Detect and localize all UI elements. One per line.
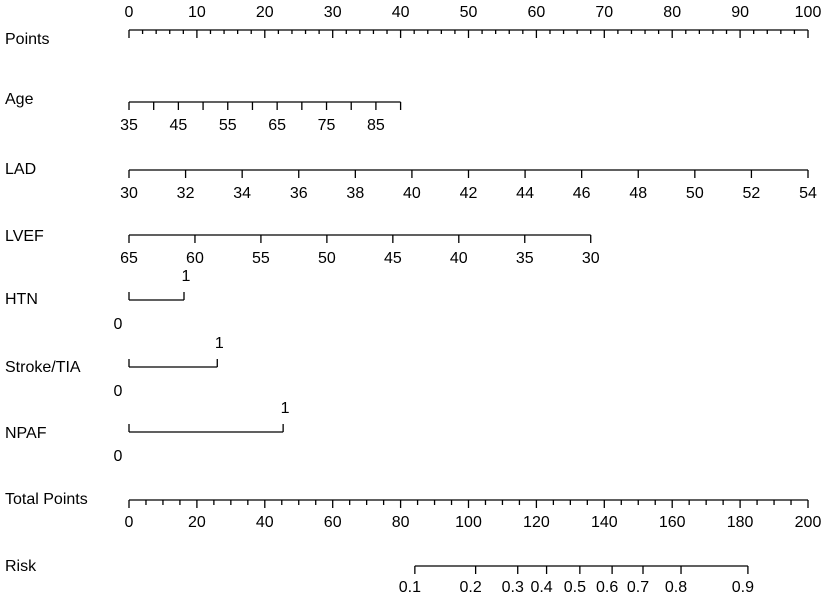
tick-label: 0.1	[399, 579, 421, 596]
tick-label: 0.5	[564, 579, 586, 596]
tick-label: 0	[125, 514, 134, 531]
tick-label: 50	[318, 250, 336, 267]
tick-label: 50	[686, 185, 704, 202]
tick-label: 1	[215, 335, 224, 352]
tick-label: 0	[114, 448, 123, 465]
tick-label: 32	[177, 185, 195, 202]
tick-label: 10	[188, 4, 206, 21]
row-label: NPAF	[5, 425, 47, 442]
tick-label: 80	[663, 4, 681, 21]
tick-label: 100	[455, 514, 482, 531]
tick-label: 40	[450, 250, 468, 267]
tick-label: 0.7	[627, 579, 649, 596]
tick-label: 30	[324, 4, 342, 21]
tick-label: 1	[182, 268, 191, 285]
tick-label: 80	[392, 514, 410, 531]
tick-label: 200	[795, 514, 822, 531]
tick-label: 140	[591, 514, 618, 531]
tick-label: 45	[169, 117, 187, 134]
tick-label: 48	[629, 185, 647, 202]
tick-label: 70	[595, 4, 613, 21]
tick-label: 0	[114, 316, 123, 333]
row-label: Age	[5, 91, 34, 108]
tick-label: 42	[460, 185, 478, 202]
tick-label: 50	[460, 4, 478, 21]
tick-label: 36	[290, 185, 308, 202]
tick-label: 120	[523, 514, 550, 531]
tick-label: 40	[403, 185, 421, 202]
row-label: Stroke/TIA	[5, 359, 81, 376]
tick-label: 55	[219, 117, 237, 134]
tick-label: 160	[659, 514, 686, 531]
tick-label: 30	[582, 250, 600, 267]
tick-label: 52	[743, 185, 761, 202]
tick-label: 46	[573, 185, 591, 202]
tick-label: 0.4	[530, 579, 552, 596]
tick-label: 20	[188, 514, 206, 531]
tick-label: 60	[528, 4, 546, 21]
tick-label: 0.8	[665, 579, 687, 596]
tick-label: 40	[256, 514, 274, 531]
tick-label: 75	[318, 117, 336, 134]
tick-label: 0.3	[502, 579, 524, 596]
tick-label: 34	[233, 185, 251, 202]
tick-label: 44	[516, 185, 534, 202]
row-label: Points	[5, 31, 49, 48]
row-label: Total Points	[5, 491, 88, 508]
tick-label: 85	[367, 117, 385, 134]
tick-label: 30	[120, 185, 138, 202]
tick-label: 0	[125, 4, 134, 21]
tick-label: 65	[120, 250, 138, 267]
tick-label: 35	[516, 250, 534, 267]
tick-label: 20	[256, 4, 274, 21]
row-label: HTN	[5, 291, 38, 308]
row-label: LAD	[5, 161, 36, 178]
tick-label: 0.9	[732, 579, 754, 596]
tick-label: 65	[268, 117, 286, 134]
tick-label: 40	[392, 4, 410, 21]
tick-label: 100	[795, 4, 822, 21]
tick-label: 38	[346, 185, 364, 202]
tick-label: 60	[186, 250, 204, 267]
tick-label: 35	[120, 117, 138, 134]
tick-label: 180	[727, 514, 754, 531]
tick-label: 60	[324, 514, 342, 531]
tick-label: 90	[731, 4, 749, 21]
tick-label: 55	[252, 250, 270, 267]
tick-label: 0	[114, 383, 123, 400]
tick-label: 0.6	[596, 579, 618, 596]
tick-label: 45	[384, 250, 402, 267]
tick-label: 0.2	[460, 579, 482, 596]
tick-label: 54	[799, 185, 817, 202]
tick-label: 1	[281, 400, 290, 417]
row-label: LVEF	[5, 228, 44, 245]
row-label: Risk	[5, 558, 37, 575]
